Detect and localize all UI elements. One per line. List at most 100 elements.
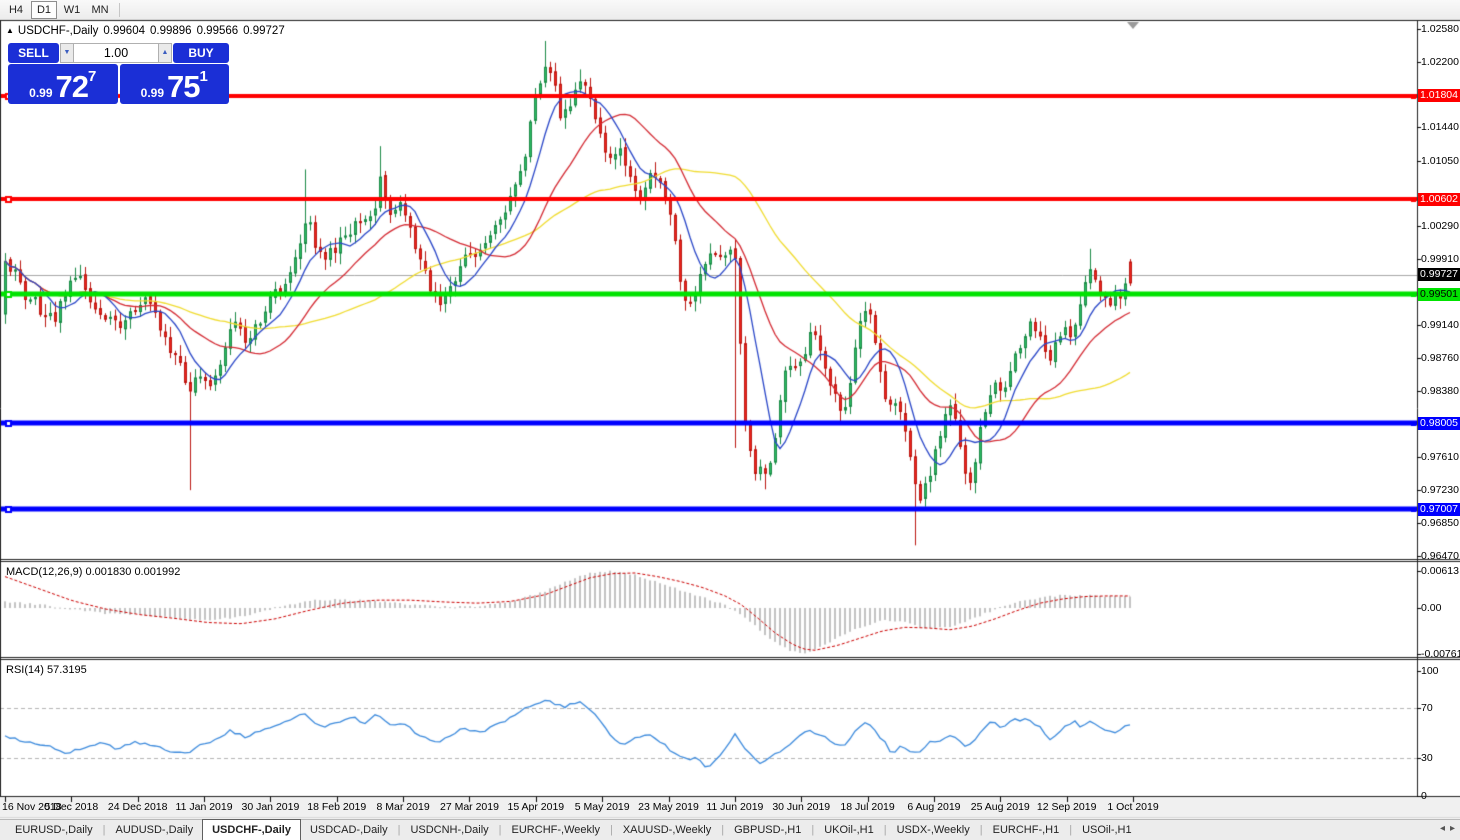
- volume-input[interactable]: 1.00: [74, 43, 158, 63]
- tab-eurchf-h1[interactable]: EURCHF-,H1: [992, 824, 1060, 836]
- date-tick-label: 11 Jun 2019: [706, 801, 764, 813]
- price-tick-label: 0.99910: [1421, 253, 1459, 266]
- ohlc-high: 0.99896: [150, 25, 192, 37]
- rsi-tick-label: 30: [1421, 752, 1433, 764]
- level-price-badge: 1.01804: [1418, 89, 1460, 103]
- chart-tab-bar: EURUSD-,Daily | AUDUSD-,Daily USDCHF-,Daily…: [0, 819, 1460, 840]
- tab-separator: |: [1069, 824, 1073, 836]
- price-tick-label: 1.01050: [1421, 154, 1459, 167]
- date-tick-label: 15 Apr 2019: [507, 801, 565, 813]
- date-tick-label: 30 Jun 2019: [772, 801, 831, 813]
- tab-separator: |: [498, 824, 502, 836]
- macd-value-signal: 0.001992: [134, 566, 181, 578]
- date-tick-label: 23 May 2019: [638, 801, 699, 813]
- tab-usdchf-daily[interactable]: USDCHF-,Daily: [202, 819, 301, 840]
- tab-usdcnh-daily[interactable]: USDCNH-,Daily: [410, 824, 489, 836]
- sell-price-small: 0.99: [29, 86, 53, 100]
- tab-usdx-weekly[interactable]: USDX-,Weekly: [896, 824, 970, 836]
- timeframe-button-d1[interactable]: D1: [31, 0, 57, 19]
- price-tick-label: 1.00290: [1421, 220, 1459, 233]
- toolbar-separator: [119, 2, 120, 17]
- tab-scroll-nav: ◂ ▸: [1435, 823, 1455, 834]
- tab-separator: |: [102, 824, 106, 836]
- volume-decrease-button[interactable]: ▼: [60, 43, 74, 63]
- rsi-tick-label: 70: [1421, 702, 1433, 714]
- tab-gbpusd-h1[interactable]: GBPUSD-,H1: [734, 824, 802, 836]
- date-tick-label: 6 Aug 2019: [907, 801, 961, 813]
- macd-indicator-label: MACD(12,26,9) 0.001830 0.001992: [6, 566, 180, 578]
- rsi-value: 57.3195: [46, 664, 87, 676]
- macd-tick-label: 0.00: [1421, 602, 1442, 614]
- price-tick-label: 0.96850: [1421, 516, 1459, 529]
- tab-separator: |: [609, 824, 613, 836]
- price-tick-label: 1.02580: [1421, 22, 1459, 35]
- date-tick-label: 24 Dec 2018: [107, 801, 168, 813]
- macd-name: MACD(12,26,9): [6, 566, 83, 578]
- date-tick-label: 18 Feb 2019: [307, 801, 367, 813]
- timeframe-button-h4[interactable]: H4: [8, 3, 24, 16]
- tab-usdcad-daily[interactable]: USDCAD-,Daily: [309, 824, 388, 836]
- volume-increase-button[interactable]: ▲: [158, 43, 172, 63]
- date-tick-label: 5 May 2019: [574, 801, 630, 813]
- timeframe-button-w1[interactable]: W1: [63, 3, 81, 16]
- buy-price-sup: 1: [199, 68, 208, 85]
- price-tick-label: 0.97230: [1421, 484, 1459, 497]
- level-price-badge: 0.97007: [1418, 502, 1460, 516]
- tab-separator: |: [979, 824, 983, 836]
- buy-button[interactable]: BUY: [173, 43, 229, 63]
- timeframe-button-mn[interactable]: MN: [91, 3, 109, 16]
- level-price-badge: 0.99501: [1418, 287, 1460, 301]
- buy-price-button[interactable]: 0.99 75 1: [119, 64, 229, 104]
- rsi-indicator-label: RSI(14) 57.3195: [6, 664, 87, 676]
- tab-separator: |: [397, 824, 401, 836]
- bid-price-badge: 0.99727: [1418, 268, 1460, 282]
- sell-price-sup: 7: [88, 68, 97, 85]
- rsi-tick-label: 0: [1421, 789, 1427, 802]
- price-tick-label: 0.98760: [1421, 352, 1459, 365]
- date-tick-label: 30 Jan 2019: [241, 801, 300, 813]
- level-price-badge: 1.00602: [1418, 192, 1460, 206]
- tab-separator: |: [883, 824, 887, 836]
- tab-scroll-right-icon[interactable]: ▸: [1449, 823, 1455, 834]
- price-tick-label: 0.98380: [1421, 385, 1459, 397]
- tab-ukoil-h1[interactable]: UKOil-,H1: [824, 824, 874, 836]
- date-tick-label: 1 Oct 2019: [1107, 801, 1159, 813]
- date-tick-label: 16 Nov 2018: [2, 801, 62, 813]
- date-tick-label: 8 Mar 2019: [376, 801, 430, 813]
- tab-audusd-daily[interactable]: AUDUSD-,Daily: [115, 824, 194, 836]
- collapse-arrow-icon[interactable]: ▲: [6, 26, 14, 35]
- macd-value-main: 0.001830: [85, 566, 132, 578]
- level-price-badge: 0.98005: [1418, 416, 1460, 430]
- ohlc-open: 0.99604: [103, 25, 145, 37]
- buy-price-small: 0.99: [140, 86, 165, 100]
- one-click-trading-panel: SELL ▼ 1.00 ▲ BUY 0.99 72 7 0.99 75 1: [8, 43, 229, 104]
- date-tick-label: 11 Jan 2019: [175, 801, 233, 813]
- ohlc-low: 0.99566: [196, 25, 239, 37]
- sell-price-button[interactable]: 0.99 72 7: [8, 64, 118, 104]
- rsi-name: RSI(14): [6, 664, 44, 676]
- buy-price-big: 75: [167, 69, 200, 104]
- macd-tick-label: -0.007612: [1421, 647, 1460, 660]
- chart-title: ▲ USDCHF-,Daily 0.99604 0.99896 0.99566 0.997…: [6, 25, 285, 37]
- date-tick-label: 27 Mar 2019: [439, 801, 499, 813]
- date-tick-label: 18 Jul 2019: [840, 801, 895, 813]
- tab-eurchf-weekly[interactable]: EURCHF-,Weekly: [511, 824, 600, 836]
- date-tick-label: 5 Dec 2018: [44, 801, 99, 813]
- date-tick-label: 12 Sep 2019: [1036, 801, 1097, 813]
- date-tick-label: 25 Aug 2019: [970, 801, 1030, 813]
- symbol-label: USDCHF-,Daily: [17, 25, 99, 37]
- price-tick-label: 1.02200: [1421, 55, 1459, 68]
- tab-eurusd-daily[interactable]: EURUSD-,Daily: [15, 824, 93, 836]
- sell-price-big: 72: [55, 69, 89, 104]
- sell-button[interactable]: SELL: [8, 43, 59, 63]
- ohlc-close: 0.99727: [243, 25, 285, 37]
- price-tick-label: 0.96470: [1421, 549, 1459, 562]
- tab-usoil-h1[interactable]: USOil-,H1: [1082, 824, 1132, 836]
- tab-xauusd-weekly[interactable]: XAUUSD-,Weekly: [622, 824, 712, 836]
- rsi-tick-label: 100: [1421, 664, 1439, 677]
- tab-scroll-left-icon[interactable]: ◂: [1439, 823, 1445, 834]
- price-tick-label: 1.01440: [1421, 121, 1459, 134]
- price-tick-label: 0.99140: [1421, 319, 1459, 332]
